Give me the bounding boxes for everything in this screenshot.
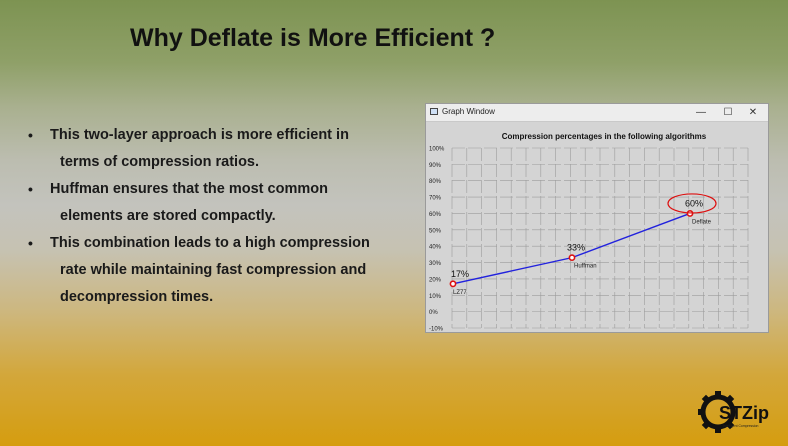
y-tick-label: -10% <box>429 327 444 333</box>
category-label: Deflate <box>692 219 712 225</box>
y-tick-label: 10% <box>429 294 442 300</box>
logo-text: STZip <box>719 403 769 423</box>
maximize-button[interactable]: ☐ <box>723 107 733 118</box>
logo-subtext: Intelligent Compression <box>723 424 759 428</box>
bullet-text-continued: rate while maintaining fast compression … <box>60 262 367 278</box>
y-tick-label: 20% <box>429 277 442 283</box>
chart-series: 17% LZ77 33% Huffman 60% Deflate <box>449 193 717 296</box>
y-tick-label: 100% <box>429 147 445 153</box>
y-tick-label: 70% <box>429 196 442 202</box>
window-titlebar[interactable]: Graph Window — ☐ ✕ <box>426 104 768 122</box>
y-tick-label: 40% <box>429 245 442 251</box>
y-axis-ticks: 100% 90% 80% 70% 60% 50% 40% 30% 20% 10% 0% -10% <box>429 147 445 333</box>
data-point-lz77 <box>449 280 457 288</box>
bullet-list: This two-layer approach is more efficien… <box>28 122 418 311</box>
data-label: 60% <box>685 198 703 208</box>
y-tick-label: 80% <box>429 179 442 185</box>
y-tick-label: 60% <box>429 212 442 218</box>
bullet-text-continued: decompression times. <box>60 289 214 305</box>
bullet-text: Huffman ensures that the most common <box>50 181 328 197</box>
bullet-item: This combination leads to a high compres… <box>28 230 418 311</box>
bullet-text: This two-layer approach is more efficien… <box>50 127 349 143</box>
y-tick-label: 30% <box>429 261 442 267</box>
line-chart: Compression percentages in the following… <box>429 132 749 333</box>
bullet-text-continued: terms of compression ratios. <box>60 154 260 170</box>
data-label: 33% <box>567 243 585 253</box>
bullet-text: This combination leads to a high compres… <box>50 235 370 251</box>
bullet-text-continued: elements are stored compactly. <box>60 208 276 224</box>
chart-title: Compression percentages in the following… <box>502 132 707 141</box>
y-tick-label: 50% <box>429 228 442 234</box>
minimize-button[interactable]: — <box>696 107 706 118</box>
close-button[interactable]: ✕ <box>748 107 758 118</box>
category-label: LZ77 <box>453 290 467 296</box>
chart-grid <box>451 147 749 329</box>
category-label: Huffman <box>574 264 597 270</box>
bullet-item: Huffman ensures that the most common ele… <box>28 176 418 230</box>
window-title: Graph Window <box>442 107 495 116</box>
graph-window: Graph Window — ☐ ✕ Compression percentag… <box>425 103 769 333</box>
y-tick-label: 90% <box>429 163 442 169</box>
bullet-item: This two-layer approach is more efficien… <box>28 122 418 176</box>
slide-title: Why Deflate is More Efficient ? <box>130 24 496 52</box>
data-point-huffman <box>568 254 576 262</box>
stzip-logo: STZip Intelligent Compression <box>698 391 769 433</box>
highlight-ellipse <box>667 193 717 214</box>
app-icon <box>430 108 438 115</box>
data-label: 17% <box>451 269 469 279</box>
y-tick-label: 0% <box>429 310 438 316</box>
